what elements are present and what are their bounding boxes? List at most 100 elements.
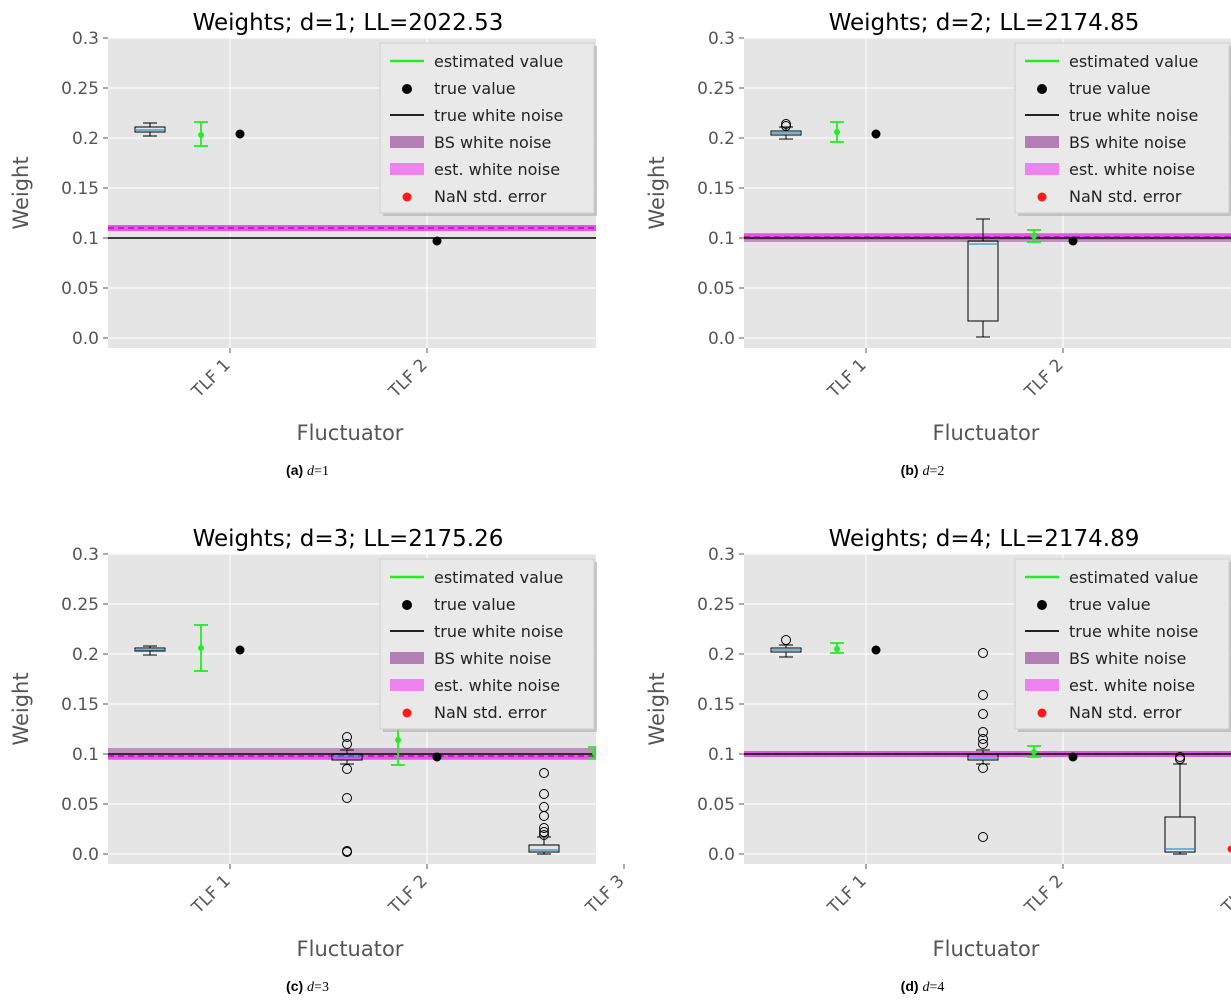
box-flier (539, 789, 549, 799)
x-tick-label: TLF 3 (1217, 871, 1231, 918)
true-value-point (235, 645, 245, 655)
estimated-point (1031, 233, 1037, 239)
legend-label: estimated value (1069, 52, 1198, 71)
true-value-point (1068, 752, 1078, 762)
y-tick-label: 0.25 (697, 79, 735, 99)
true-value-point (1068, 236, 1078, 246)
legend-label: true white noise (1069, 622, 1198, 641)
box-rect (967, 240, 999, 322)
y-tick-label: 0.3 (72, 29, 99, 49)
x-tick-label: TLF 2 (384, 355, 431, 402)
caption-value: =1 (314, 464, 329, 479)
legend-box (379, 42, 595, 214)
caption-value: =3 (314, 980, 329, 995)
legend-label: true white noise (1069, 106, 1198, 125)
caption-var: d (922, 980, 930, 995)
y-tick-label: 0.2 (708, 645, 735, 665)
legend-label: estimated value (434, 52, 563, 71)
caption-var: d (307, 464, 315, 479)
legend-label: estimated value (1069, 568, 1198, 587)
box-flier (539, 802, 549, 812)
legend: estimated value true value true white nois… (379, 42, 597, 216)
chart-panel-2: 0.0 0.05 0.1 0.15 0.2 0.25 0.3 TLF 1 TLF 2 Fluctu… (645, 10, 1231, 445)
caption-var: d (922, 464, 930, 479)
true-value-point (871, 129, 881, 139)
x-tick-label: TLF 1 (823, 871, 870, 918)
legend-swatch-true-value (402, 84, 412, 94)
box-flier (342, 846, 352, 856)
box-flier (978, 709, 988, 719)
legend-label: est. white noise (1069, 676, 1195, 695)
estimated-point (198, 132, 204, 138)
legend-swatch-est-white-noise (1025, 679, 1059, 691)
legend-label: true white noise (434, 622, 563, 641)
caption-label: (a) (286, 462, 304, 478)
caption-var: d (307, 980, 315, 995)
legend: estimated value true value true white nois… (1014, 558, 1231, 732)
box-flier (978, 763, 988, 773)
chart-panel-3: 0.0 0.05 0.1 0.15 0.2 0.25 0.3 TLF 1 TLF 2 TLF 3 F… (9, 526, 629, 961)
legend-label: true value (434, 595, 516, 614)
chart-title: Weights; d=4; LL=2174.89 (829, 526, 1140, 552)
plot-area (108, 554, 596, 864)
legend-label: est. white noise (1069, 160, 1195, 179)
box-flier (539, 830, 549, 840)
y-tick-label: 0.25 (61, 79, 99, 99)
true-value-point (432, 236, 442, 246)
legend-label: true value (1069, 79, 1151, 98)
x-tick-label: TLF 1 (187, 871, 234, 918)
legend: estimated value true value true white nois… (1014, 42, 1231, 216)
caption-a: (a) d=1 (0, 462, 615, 480)
true-value-point (235, 129, 245, 139)
x-tick-label: TLF 1 (823, 355, 870, 402)
y-tick-label: 0.15 (61, 179, 99, 199)
legend-label: true value (434, 79, 516, 98)
box-flier (342, 764, 352, 774)
y-tick-label: 0.1 (708, 745, 735, 765)
legend-swatch-nan-std-error (1037, 192, 1047, 202)
y-tick-label: 0.05 (697, 795, 735, 815)
estimated-point (395, 737, 401, 743)
y-tick-label: 0.0 (708, 845, 735, 865)
legend-label: BS white noise (434, 133, 551, 152)
y-tick-label: 0.0 (72, 329, 99, 349)
legend-label: est. white noise (434, 160, 560, 179)
chart-title: Weights; d=2; LL=2174.85 (829, 10, 1140, 36)
box-flier (781, 119, 791, 129)
nan-std-error-point (1227, 845, 1231, 853)
box-flier (539, 768, 549, 778)
x-axis-label: Fluctuator (297, 937, 404, 961)
legend-label: NaN std. error (434, 187, 547, 206)
chart-title: Weights; d=1; LL=2022.53 (193, 10, 504, 36)
caption-b: (b) d=2 (615, 462, 1230, 480)
box-flier (539, 823, 549, 833)
y-tick-label: 0.15 (697, 695, 735, 715)
estimated-point (834, 646, 840, 652)
plot-area (744, 38, 1231, 348)
legend-swatch-true-value (402, 600, 412, 610)
y-tick-label: 0.0 (708, 329, 735, 349)
caption-c: (c) d=3 (0, 978, 615, 996)
legend-label: BS white noise (434, 649, 551, 668)
x-tick-label: TLF 3 (581, 871, 628, 918)
box-rect (528, 844, 560, 853)
caption-label: (d) (900, 978, 919, 994)
legend-swatch-bs-white-noise (390, 652, 424, 664)
x-axis-label: Fluctuator (297, 421, 404, 445)
legend-box (379, 558, 595, 730)
legend-label: true white noise (434, 106, 563, 125)
caption-value: =2 (929, 464, 945, 479)
box-flier (978, 832, 988, 842)
box-flier (978, 690, 988, 700)
y-tick-label: 0.2 (72, 129, 99, 149)
legend-swatch-true-value (1037, 84, 1047, 94)
legend-label: est. white noise (434, 676, 560, 695)
legend-label: BS white noise (1069, 133, 1186, 152)
true-value-point (432, 752, 442, 762)
true-value-point (871, 645, 881, 655)
legend-box (1014, 42, 1230, 214)
y-tick-label: 0.2 (72, 645, 99, 665)
legend: estimated value true value true white nois… (379, 558, 597, 732)
x-tick-label: TLF 2 (384, 871, 431, 918)
